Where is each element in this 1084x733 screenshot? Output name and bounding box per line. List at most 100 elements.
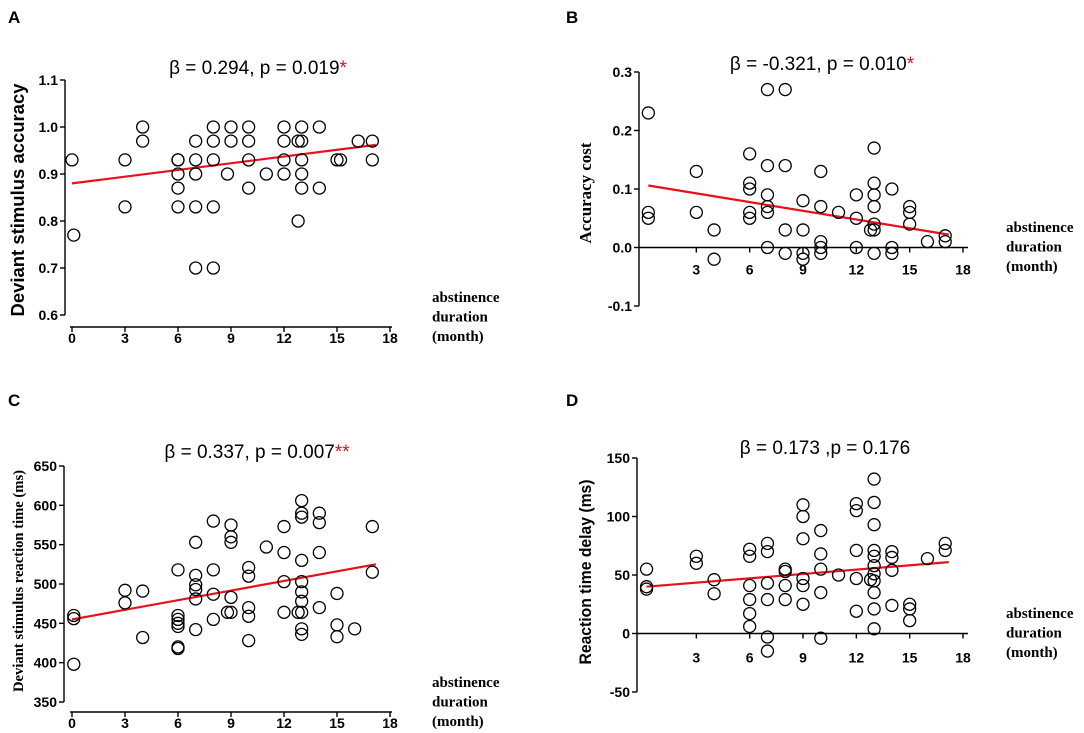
data-point [171,563,185,577]
data-point [295,510,309,524]
data-point [277,545,291,560]
data-point [189,261,203,275]
x-tick-label: 6 [746,262,754,278]
data-point [224,605,238,619]
data-point [224,134,238,148]
data-point [295,553,309,568]
panel-title: β = 0.337, p = 0.007** [164,442,350,463]
data-point [867,549,881,563]
title-statistics: β = 0.337, p = 0.007 [164,442,334,463]
data-point [171,612,185,627]
x-tick-label: 6 [174,330,182,346]
data-point [938,234,952,249]
data-point [814,523,828,538]
data-point [189,153,203,167]
data-point [206,261,220,275]
data-point [760,544,775,559]
x-tick-label: 3 [121,330,129,346]
x-axis-label-line: abstinence [1006,220,1074,236]
x-tick-label: 6 [746,650,754,666]
data-point [242,120,256,134]
data-point [365,565,379,579]
x-tick-label: 12 [276,715,292,731]
data-point [206,134,220,148]
data-point [333,153,348,167]
data-point [814,547,828,561]
chart-panel-b: Bβ = -0.321, p = 0.010* -0.1 0.0 0.1 0.2 0.3 3… [566,8,1074,314]
data-point [796,597,810,611]
data-point [796,223,810,237]
panel-label: A [8,8,20,27]
data-point [136,630,150,645]
data-point [189,568,203,582]
data-point [760,199,775,214]
data-point [867,518,881,532]
data-point [796,509,810,524]
data-point [760,576,775,590]
x-axis-label-line: abstinence [432,675,500,691]
x-tick-label: 18 [382,330,398,346]
title-statistics: β = 0.294, p = 0.019 [169,58,339,79]
data-point [760,536,775,551]
data-point [295,574,309,589]
data-point [365,134,379,148]
data-point [707,223,721,237]
data-point [920,551,935,566]
data-point [65,153,79,167]
title-statistics: β = 0.173 ,p = 0.176 [740,438,910,459]
x-tick-label: 3 [121,715,129,731]
chart-panel-d: Dβ = 0.173 ,p = 0.176 -50 0 50 100 150 3 6 9 12 15… [566,391,1074,700]
data-point [849,211,863,225]
data-point [351,134,365,148]
data-point [867,585,881,600]
data-point [641,211,655,225]
data-point [689,549,703,563]
y-tick-label: -0.1 [608,298,632,314]
data-point [259,540,273,554]
data-point [206,563,220,577]
x-axis-label-line: abstinence [1006,606,1074,622]
data-point [760,205,775,220]
y-tick-label: 0.1 [613,181,633,197]
data-point [277,153,291,167]
data-point [743,147,757,161]
data-point [743,578,757,593]
y-tick-label: -50 [610,684,630,700]
data-point [849,503,863,518]
data-point [171,153,185,167]
y-tick-label: 0.8 [39,213,59,229]
data-point [171,181,185,195]
data-point [295,493,309,508]
data-point [171,616,185,630]
data-point [242,609,256,623]
data-point [743,542,757,556]
y-tick-label: 650 [34,458,58,474]
data-point [867,199,881,214]
data-point [206,200,220,214]
significance-marker: * [907,54,915,75]
panel-title: β = 0.294, p = 0.019* [169,58,347,79]
data-point [295,594,309,608]
regression-line [71,563,377,621]
y-tick-label: 0.0 [613,240,633,256]
data-point [365,153,379,167]
y-tick-label: 0.6 [39,307,59,323]
x-tick-label: 12 [849,650,865,666]
y-tick-label: 0.2 [613,123,633,139]
data-point [743,592,757,607]
data-point [849,240,863,255]
data-point [689,164,703,179]
data-point [295,134,309,148]
data-point [312,120,326,134]
data-point [885,550,899,565]
data-point [707,587,721,601]
x-tick-label: 0 [68,330,76,346]
data-point [171,167,185,181]
data-point [920,234,935,249]
data-point [639,582,654,596]
y-tick-label: 50 [614,567,630,583]
data-point [885,240,899,255]
y-tick-label: 1.1 [39,72,59,88]
data-point [903,597,917,611]
data-point [743,211,757,225]
